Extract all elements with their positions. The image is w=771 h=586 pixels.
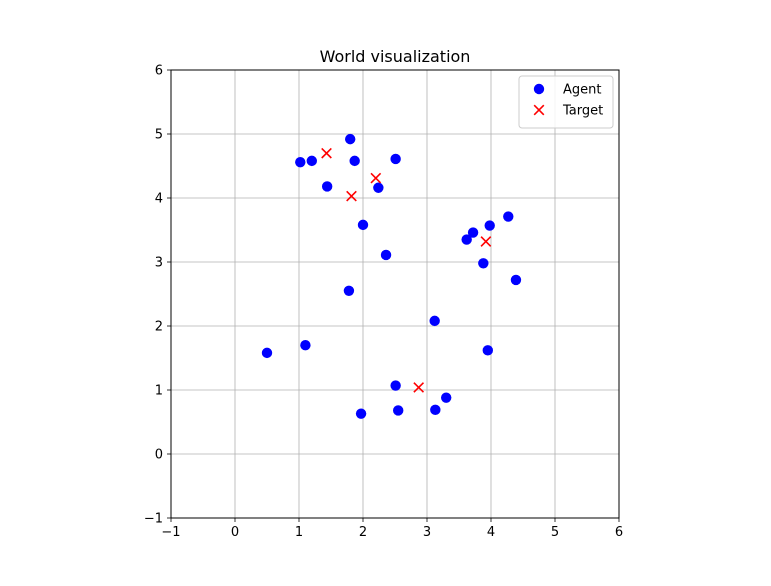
agent-point <box>430 404 441 416</box>
y-tick-label: 2 <box>155 320 163 335</box>
x-tick-label: 3 <box>423 525 431 540</box>
legend-label-target: Target <box>562 104 603 119</box>
agent-point <box>484 220 495 231</box>
target-point <box>346 190 357 202</box>
agent-point <box>441 392 452 403</box>
series-target <box>321 147 492 393</box>
y-tick-label: 5 <box>155 128 163 143</box>
data-series <box>261 133 522 419</box>
y-tick-label: 1 <box>155 384 163 399</box>
agent-point <box>357 219 369 231</box>
agent-point <box>300 340 311 351</box>
x-tick-label: 2 <box>359 525 367 540</box>
agent-point <box>390 380 401 391</box>
y-tick-label: 3 <box>155 256 163 271</box>
x-tick-label: 0 <box>231 525 239 540</box>
legend-marker-target <box>533 104 545 116</box>
series-agent <box>261 133 522 419</box>
y-tick-label: 6 <box>155 64 163 79</box>
agent-point <box>343 285 355 296</box>
agent-point <box>261 347 273 359</box>
x-tick-label: 6 <box>615 525 623 540</box>
agent-point <box>345 133 356 145</box>
agent-point <box>295 156 306 168</box>
agent-point <box>321 181 333 192</box>
legend-marker-agent <box>533 83 545 95</box>
y-tick-label: −1 <box>144 512 163 527</box>
axis-ticks: −1 0 1 2 3 4 5 6 −1 0 1 2 3 4 5 6 <box>144 64 623 541</box>
legend-label-agent: Agent <box>563 83 601 98</box>
x-tick-label: 1 <box>295 525 303 540</box>
grid-lines <box>170 69 620 519</box>
agent-point <box>373 182 384 193</box>
x-tick-label: 4 <box>487 525 495 540</box>
agent-point <box>503 211 514 222</box>
agent-point <box>429 315 440 327</box>
agent-point <box>482 345 493 356</box>
y-tick-label: 0 <box>155 448 163 463</box>
target-point <box>480 236 492 247</box>
agent-point <box>461 234 472 245</box>
x-tick-label: −1 <box>161 525 180 540</box>
agent-point <box>349 155 360 167</box>
chart-title: World visualization <box>320 47 471 66</box>
plot-frame <box>170 69 620 519</box>
target-point <box>321 147 332 159</box>
agent-point <box>467 227 479 238</box>
x-tick-label: 5 <box>551 525 559 540</box>
agent-point <box>478 258 489 269</box>
target-point <box>413 382 425 393</box>
agent-point <box>510 274 522 286</box>
y-tick-label: 4 <box>155 192 163 207</box>
agent-point <box>390 153 401 165</box>
agent-point <box>380 249 392 261</box>
legend: Agent Target <box>518 75 614 129</box>
target-point <box>370 172 382 184</box>
agent-point <box>393 405 404 416</box>
agent-point <box>306 155 317 167</box>
agent-point <box>355 408 367 419</box>
